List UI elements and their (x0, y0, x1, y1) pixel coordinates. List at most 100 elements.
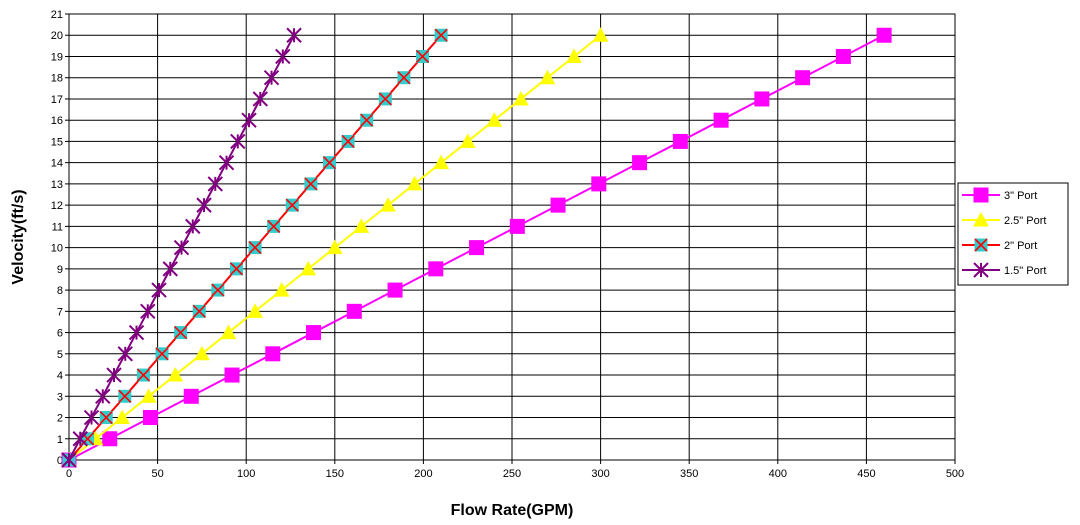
x-tick-label: 500 (946, 468, 964, 480)
x-tick-label: 50 (151, 468, 163, 480)
data-point (196, 197, 212, 213)
series-0 (61, 27, 892, 468)
y-axis-title: Velocity(ft/s) (10, 189, 27, 284)
data-point (106, 367, 122, 383)
marker-triangle (140, 388, 157, 403)
marker-triangle (406, 175, 423, 191)
data-point (247, 303, 263, 318)
x-tick-label: 200 (414, 468, 432, 480)
marker-x-stroke (118, 389, 132, 403)
legend-label: 2.5" Port (1004, 215, 1046, 227)
data-point (566, 48, 582, 63)
marker-triangle (539, 69, 556, 85)
data-point (72, 431, 88, 447)
y-tick-label: 16 (51, 115, 63, 127)
marker-x-stroke (378, 92, 392, 106)
data-point (273, 282, 290, 297)
marker-x-stroke (434, 28, 448, 42)
y-tick-label: 21 (51, 9, 63, 21)
data-point (428, 261, 444, 277)
data-point (194, 345, 210, 361)
marker-triangle (486, 112, 503, 127)
marker-square (835, 48, 851, 64)
marker-square (143, 410, 159, 426)
marker-triangle (380, 197, 396, 212)
data-point (795, 70, 811, 86)
data-point (509, 218, 525, 234)
data-point (99, 410, 113, 425)
data-point (306, 325, 322, 341)
x-tick-label: 400 (769, 468, 787, 480)
marker-square (224, 367, 240, 383)
y-tick-label: 6 (57, 328, 63, 340)
marker-triangle (592, 27, 609, 42)
marker-square (713, 112, 729, 128)
y-tick-label: 9 (57, 264, 63, 276)
y-tick-label: 15 (51, 136, 63, 148)
marker-triangle (300, 260, 317, 276)
marker-x-stroke (211, 283, 225, 297)
data-point (117, 346, 133, 362)
y-tick-label: 1 (57, 434, 63, 446)
x-tick-label: 0 (66, 468, 72, 480)
y-tick-label: 12 (51, 200, 63, 212)
data-point (539, 69, 556, 85)
y-tick-label: 11 (52, 221, 63, 233)
data-point (136, 368, 150, 382)
y-tick-label: 20 (51, 30, 63, 42)
marker-triangle (433, 154, 449, 170)
marker-triangle (247, 303, 263, 318)
marker-triangle (353, 218, 370, 233)
data-point (143, 410, 159, 426)
data-point (207, 176, 223, 192)
y-tick-label: 5 (57, 349, 63, 361)
marker-square (183, 388, 199, 404)
marker-square (346, 303, 362, 319)
y-tick-label: 0 (57, 455, 63, 467)
data-point (185, 218, 201, 235)
y-tick-label: 3 (57, 391, 63, 403)
legend: 3" Port 2.5" Port 2" Port 1.5" Port (957, 182, 1069, 286)
data-point (162, 261, 178, 277)
data-point (341, 134, 355, 148)
data-point (713, 112, 729, 128)
data-point (434, 28, 448, 42)
marker-x-stroke (974, 238, 988, 252)
marker-x-stroke (341, 134, 355, 148)
data-point (174, 326, 188, 340)
marker-triangle (973, 211, 989, 227)
data-point (224, 367, 240, 383)
data-point (397, 71, 411, 85)
series-3 (61, 27, 302, 468)
data-point (513, 90, 529, 106)
marker-x-stroke (304, 177, 318, 191)
data-point (140, 303, 156, 320)
y-tick-label: 13 (51, 179, 63, 191)
y-tick-label: 18 (51, 73, 63, 85)
data-point (140, 388, 157, 403)
data-point (754, 91, 770, 107)
data-point (211, 283, 225, 297)
y-tick-label: 17 (51, 94, 63, 106)
legend-marker (973, 211, 989, 227)
marker-triangle (326, 239, 343, 255)
x-tick-label: 350 (680, 468, 698, 480)
data-point (241, 112, 257, 128)
data-point (380, 197, 396, 212)
legend-label: 1.5" Port (1004, 265, 1046, 277)
y-tick-label: 4 (57, 370, 63, 382)
marker-square (509, 218, 525, 234)
marker-x-stroke (415, 49, 430, 64)
data-point (415, 49, 430, 64)
marker-square (469, 240, 485, 256)
marker-triangle (194, 345, 210, 361)
x-tick-label: 300 (591, 468, 609, 480)
marker-square (550, 197, 566, 213)
marker-square (973, 187, 989, 203)
data-point (326, 239, 343, 255)
data-point (433, 154, 449, 170)
marker-x-stroke (397, 71, 411, 85)
marker-x-stroke (99, 410, 113, 425)
marker-square (795, 70, 811, 86)
